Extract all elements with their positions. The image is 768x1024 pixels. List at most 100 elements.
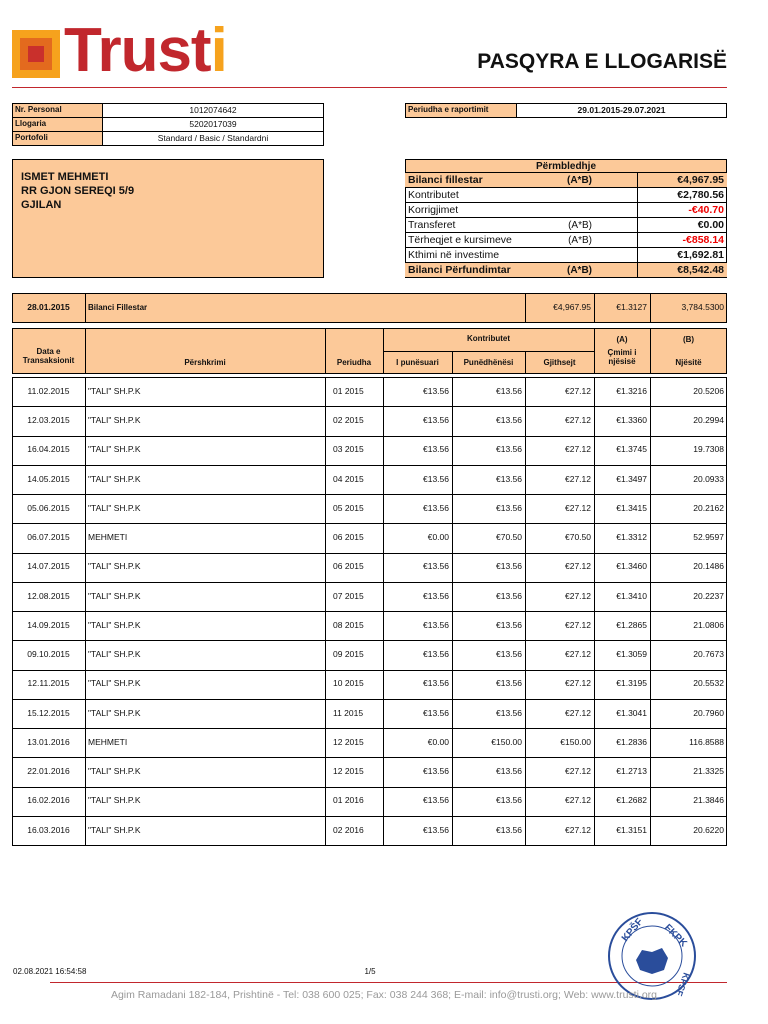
row-divider — [12, 669, 727, 671]
summary-row — [405, 263, 727, 278]
period-label: Periudha e raportimit — [408, 105, 489, 115]
summary-value: €4,967.95 — [677, 173, 724, 186]
table-cell: 22.01.2016 — [27, 766, 70, 777]
table-cell: €27.12 — [565, 590, 591, 601]
stamp-left: KPŠF — [618, 915, 645, 944]
table-cell: 20.1486 — [693, 561, 724, 572]
info-value-cell — [102, 131, 324, 146]
table-cell: 14.05.2015 — [27, 473, 70, 484]
table-cell: €1.3151 — [616, 824, 647, 835]
table-cell: 19.7308 — [693, 444, 724, 455]
table-cell: 11.02.2015 — [27, 385, 70, 396]
table-cell: €13.56 — [496, 795, 522, 806]
summary-row — [405, 203, 727, 218]
table-cell: €1.3312 — [616, 532, 647, 543]
table-cell: "TALI" SH.P.K — [88, 415, 141, 426]
summary-label: Tërheqjet e kursimeve — [408, 233, 512, 246]
summary-value: €0.00 — [697, 218, 724, 231]
table-cell: €27.12 — [565, 473, 591, 484]
table-cell: 02 2015 — [333, 415, 364, 426]
summary-row — [405, 173, 727, 188]
logo-mark — [12, 30, 60, 78]
summary-value: €8,542.48 — [677, 263, 724, 276]
summary-note: (A*B) — [568, 220, 592, 231]
table-cell: 13.01.2016 — [27, 736, 70, 747]
summary-row — [405, 188, 727, 203]
period-value-cell — [516, 103, 727, 118]
header-description: Përshkrimi — [184, 357, 226, 367]
header-divider — [525, 351, 526, 374]
opening-divider — [525, 293, 526, 323]
logo-accent: i — [210, 16, 228, 85]
table-cell: €1.3216 — [616, 385, 647, 396]
table-cell: 16.02.2016 — [27, 795, 70, 806]
stamp-right: FKPK — [662, 922, 690, 950]
summary-note: (A*B) — [567, 175, 592, 186]
table-cell: €13.56 — [496, 561, 522, 572]
table-cell: MEHMETI — [88, 736, 128, 747]
row-divider — [12, 523, 727, 525]
table-cell: 11 2015 — [333, 707, 364, 718]
table-cell: €13.56 — [423, 385, 449, 396]
summary-row — [405, 233, 727, 248]
table-cell: 21.0806 — [693, 619, 724, 630]
table-cell: €13.56 — [496, 824, 522, 835]
table-cell: 20.2994 — [693, 415, 724, 426]
table-cell: 20.5532 — [693, 678, 724, 689]
summary-divider — [637, 203, 638, 218]
table-cell: 09.10.2015 — [27, 649, 70, 660]
summary-row — [405, 218, 727, 233]
table-cell: 16.03.2016 — [27, 824, 70, 835]
header-divider — [594, 328, 595, 374]
table-cell: €27.12 — [565, 766, 591, 777]
opening-divider — [650, 293, 651, 323]
summary-row — [405, 248, 727, 263]
table-cell: 05 2015 — [333, 502, 364, 513]
table-header — [12, 328, 727, 374]
table-cell: €27.12 — [565, 385, 591, 396]
info-value: 5202017039 — [189, 118, 237, 129]
table-cell: "TALI" SH.P.K — [88, 619, 141, 630]
footer-timestamp: 02.08.2021 16:54:58 — [13, 966, 87, 976]
row-divider — [12, 786, 727, 788]
table-cell: €27.12 — [565, 502, 591, 513]
table-cell: €27.12 — [565, 561, 591, 572]
table-cell: €13.56 — [423, 561, 449, 572]
summary-label: Kontributet — [408, 188, 459, 201]
table-cell: 20.2162 — [693, 502, 724, 513]
address-box — [12, 159, 324, 278]
table-cell: 02 2016 — [333, 824, 364, 835]
summary-label: Korrigjimet — [408, 203, 459, 216]
table-cell: €13.56 — [496, 766, 522, 777]
summary-value: -€858.14 — [682, 233, 724, 246]
row-divider — [12, 494, 727, 495]
summary-label: Bilanci fillestar — [408, 173, 483, 186]
table-cell: €13.56 — [423, 444, 449, 455]
table-cell: €1.3415 — [616, 502, 647, 513]
table-cell: €13.56 — [423, 649, 449, 660]
table-cell: 20.7960 — [693, 707, 724, 718]
table-cell: €13.56 — [423, 415, 449, 426]
summary-title: Përmbledhje — [535, 160, 597, 172]
table-cell: "TALI" SH.P.K — [88, 502, 141, 513]
info-value: Standard / Basic / Standardni — [157, 132, 269, 143]
header-b: (B) — [682, 334, 695, 344]
row-divider — [12, 406, 727, 408]
summary-divider — [637, 218, 638, 233]
row-divider — [12, 698, 727, 700]
table-cell: "TALI" SH.P.K — [88, 590, 141, 601]
logo-main: Trust — [64, 16, 212, 85]
row-divider — [12, 757, 727, 759]
table-cell: 06 2015 — [333, 532, 364, 543]
footer-contact: Agim Ramadani 182-184, Prishtinë - Tel: … — [110, 989, 658, 1002]
summary-label: Kthimi në investime — [408, 248, 500, 261]
opening-label: Bilanci Fillestar — [88, 302, 148, 312]
table-cell: €13.56 — [423, 619, 449, 630]
table-cell: "TALI" SH.P.K — [88, 795, 141, 806]
footer-rule — [50, 982, 727, 983]
row-divider — [12, 611, 727, 612]
opening-price: €1.3127 — [616, 302, 647, 313]
table-cell: "TALI" SH.P.K — [88, 649, 141, 660]
table-cell: €70.50 — [565, 532, 591, 543]
